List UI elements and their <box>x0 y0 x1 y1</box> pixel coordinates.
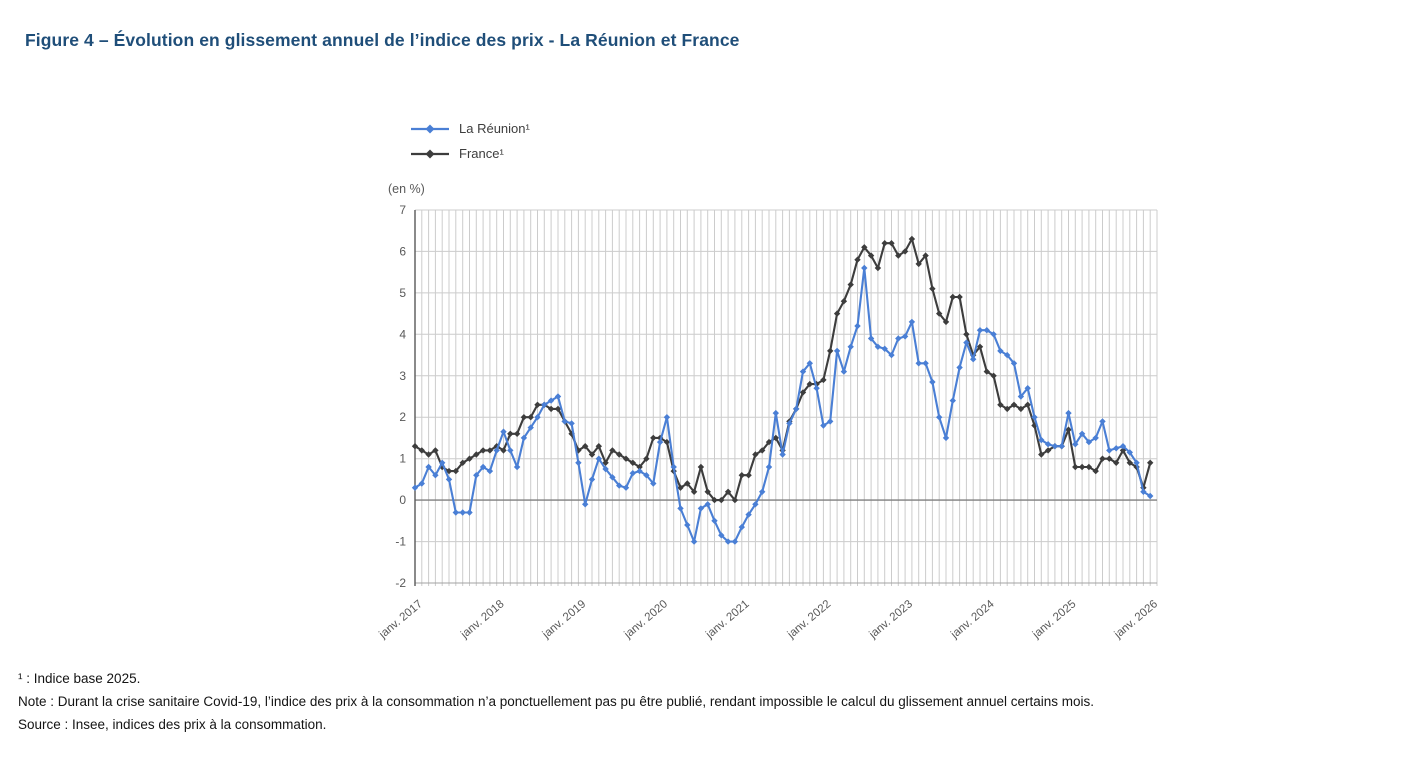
chart-legend: La Réunion¹ France¹ <box>410 116 530 166</box>
footnote-covid-note: Note : Durant la crise sanitaire Covid-1… <box>18 694 1095 709</box>
legend-label-la-reunion: La Réunion¹ <box>459 121 530 136</box>
svg-text:2: 2 <box>399 410 406 424</box>
france-line-icon <box>411 149 449 158</box>
svg-text:3: 3 <box>399 369 406 383</box>
series-la-reunion <box>411 264 1154 545</box>
y-axis-unit-label: (en %) <box>388 182 425 196</box>
footnote-index-base: ¹ : Indice base 2025. <box>18 671 141 686</box>
series-la-reunion-markers <box>411 264 1154 545</box>
svg-text:janv. 2026: janv. 2026 <box>1112 598 1160 641</box>
svg-text:janv. 2025: janv. 2025 <box>1030 598 1078 641</box>
svg-text:6: 6 <box>399 244 406 258</box>
la-reunion-line-icon <box>411 124 449 133</box>
horizontal-gridlines <box>415 209 1157 584</box>
svg-text:4: 4 <box>399 327 406 341</box>
svg-text:janv. 2019: janv. 2019 <box>540 598 588 641</box>
svg-text:janv. 2024: janv. 2024 <box>948 598 997 642</box>
svg-text:5: 5 <box>399 286 406 300</box>
svg-text:-1: -1 <box>395 535 406 549</box>
svg-text:janv. 2017: janv. 2017 <box>376 598 424 641</box>
svg-text:janv. 2021: janv. 2021 <box>703 598 751 641</box>
svg-text:janv. 2022: janv. 2022 <box>785 598 833 641</box>
x-axis-labels: janv. 2017 janv. 2018 janv. 2019 janv. 2020… <box>376 598 1160 642</box>
svg-text:janv. 2023: janv. 2023 <box>867 598 915 641</box>
svg-text:7: 7 <box>399 203 406 217</box>
legend-label-france: France¹ <box>459 146 504 161</box>
svg-text:-2: -2 <box>395 576 406 590</box>
figure-footnotes: ¹ : Indice base 2025. Note : Durant la c… <box>18 667 1403 736</box>
svg-text:0: 0 <box>399 493 406 507</box>
svg-text:janv. 2020: janv. 2020 <box>622 598 670 641</box>
legend-item-france: France¹ <box>410 141 530 166</box>
series-france-markers <box>411 235 1154 504</box>
figure-title: Figure 4 – Évolution en glissement annue… <box>25 30 740 50</box>
svg-text:1: 1 <box>399 452 406 466</box>
y-axis-labels: 7 6 5 4 3 2 1 0 -1 -2 <box>395 203 406 590</box>
legend-item-la-reunion: La Réunion¹ <box>410 116 530 141</box>
svg-text:janv. 2018: janv. 2018 <box>458 598 506 641</box>
vertical-gridlines <box>421 210 1158 586</box>
footnote-source: Source : Insee, indices des prix à la co… <box>18 717 327 732</box>
